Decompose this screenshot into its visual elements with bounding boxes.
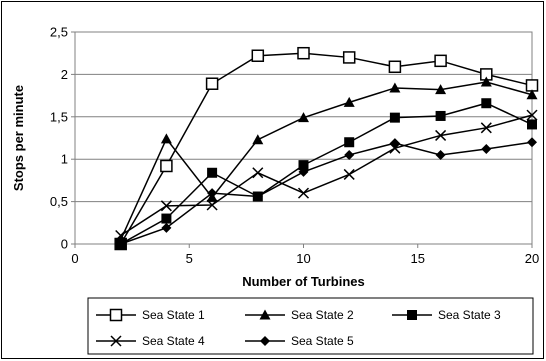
legend-marker [109,308,123,322]
data-point [161,213,172,224]
grid-lines [75,31,532,203]
data-point [206,199,218,211]
series-line [120,141,533,245]
data-point [160,133,172,144]
data-point [115,239,126,249]
plot-background [74,31,533,245]
data-point [389,138,400,149]
axes [71,31,533,248]
legend-item: Sea State 4 [96,334,205,348]
data-point [343,96,355,107]
legend: Sea State 1 Sea State 2 Sea State 3 Sea Sta… [87,297,534,355]
y-tick-label: 0,5 [50,194,68,209]
series-line [120,114,533,237]
legend-marker [259,309,271,320]
data-point [480,76,492,87]
legend-item: Sea State 3 [392,308,501,322]
plot-area [74,31,533,245]
data-point [481,98,492,109]
y-axis-title: Stops per minute [11,85,26,191]
y-tick-label: 2,5 [50,25,68,40]
data-point [207,167,218,178]
data-point [252,134,264,145]
data-point [526,109,538,121]
data-point [160,200,172,212]
y-tick-label: 1 [61,152,68,167]
data-point [160,159,173,173]
data-point [207,188,218,199]
legend-marker [110,335,122,347]
data-point [297,187,310,199]
x-tick-label: 0 [71,251,78,266]
data-point [298,166,309,177]
data-point [297,46,310,60]
y-tick-label: 0 [61,237,68,252]
legend-item: Sea State 2 [245,308,354,322]
legend-marker [260,336,270,346]
data-point [252,191,263,202]
data-point [343,168,355,180]
series-line [120,102,533,245]
data-point [344,137,355,148]
legend-marker [407,310,417,320]
legend-item: Sea State 1 [96,308,205,322]
tick-labels: 0 0,5 1 1,5 2 2,5 0 5 10 15 20 [50,25,539,267]
data-point [115,229,127,242]
data-point [435,110,446,121]
legend-label: Sea State 2 [291,308,354,322]
data-point [435,84,447,95]
legend-box [87,297,534,355]
x-tick-label: 10 [296,251,310,266]
x-axis-title: Number of Turbines [242,274,365,289]
legend-label: Sea State 3 [438,308,501,322]
y-tick-label: 2 [61,67,68,82]
data-point [434,54,447,68]
data-point [481,144,492,155]
data-point [435,149,446,160]
data-point [205,77,219,90]
data-point [527,137,537,148]
series-layer [114,46,539,251]
data-point [161,222,172,233]
data-point [480,122,492,134]
x-tick-label: 20 [525,251,539,266]
data-point [344,149,355,160]
series-5 [115,137,537,249]
legend-item: Sea State 5 [245,334,354,348]
series-line [120,52,533,245]
y-tick-label: 1,5 [50,109,68,124]
data-point [435,129,447,141]
data-point [389,142,401,154]
data-point [389,112,400,123]
legend-label: Sea State 4 [142,334,205,348]
data-point [527,119,537,130]
series-line [120,81,533,241]
legend-label: Sea State 1 [142,308,205,322]
data-point [526,89,538,100]
legend-label: Sea State 5 [291,334,354,348]
data-point [389,82,401,93]
data-point [342,51,356,64]
data-point [388,60,402,74]
data-point [251,49,265,62]
x-tick-label: 15 [411,251,425,266]
data-point [252,167,264,179]
data-point [298,112,309,123]
x-tick-label: 5 [186,251,193,266]
series-4 [115,109,538,242]
